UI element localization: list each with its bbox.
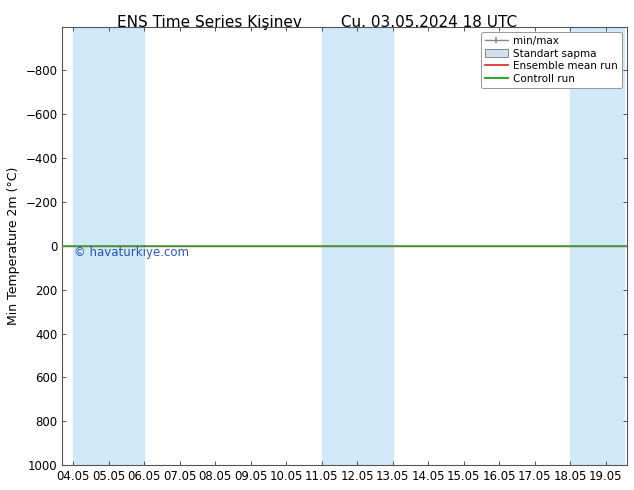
Bar <box>321 26 357 465</box>
Bar <box>357 26 392 465</box>
Text: ENS Time Series Kişinev        Cu. 03.05.2024 18 UTC: ENS Time Series Kişinev Cu. 03.05.2024 1… <box>117 15 517 30</box>
Bar <box>73 26 108 465</box>
Text: © havaturkiye.com: © havaturkiye.com <box>74 246 189 259</box>
Bar <box>108 26 144 465</box>
Y-axis label: Min Temperature 2m (°C): Min Temperature 2m (°C) <box>7 167 20 325</box>
Bar <box>570 26 623 465</box>
Legend: min/max, Standart sapma, Ensemble mean run, Controll run: min/max, Standart sapma, Ensemble mean r… <box>481 32 622 88</box>
